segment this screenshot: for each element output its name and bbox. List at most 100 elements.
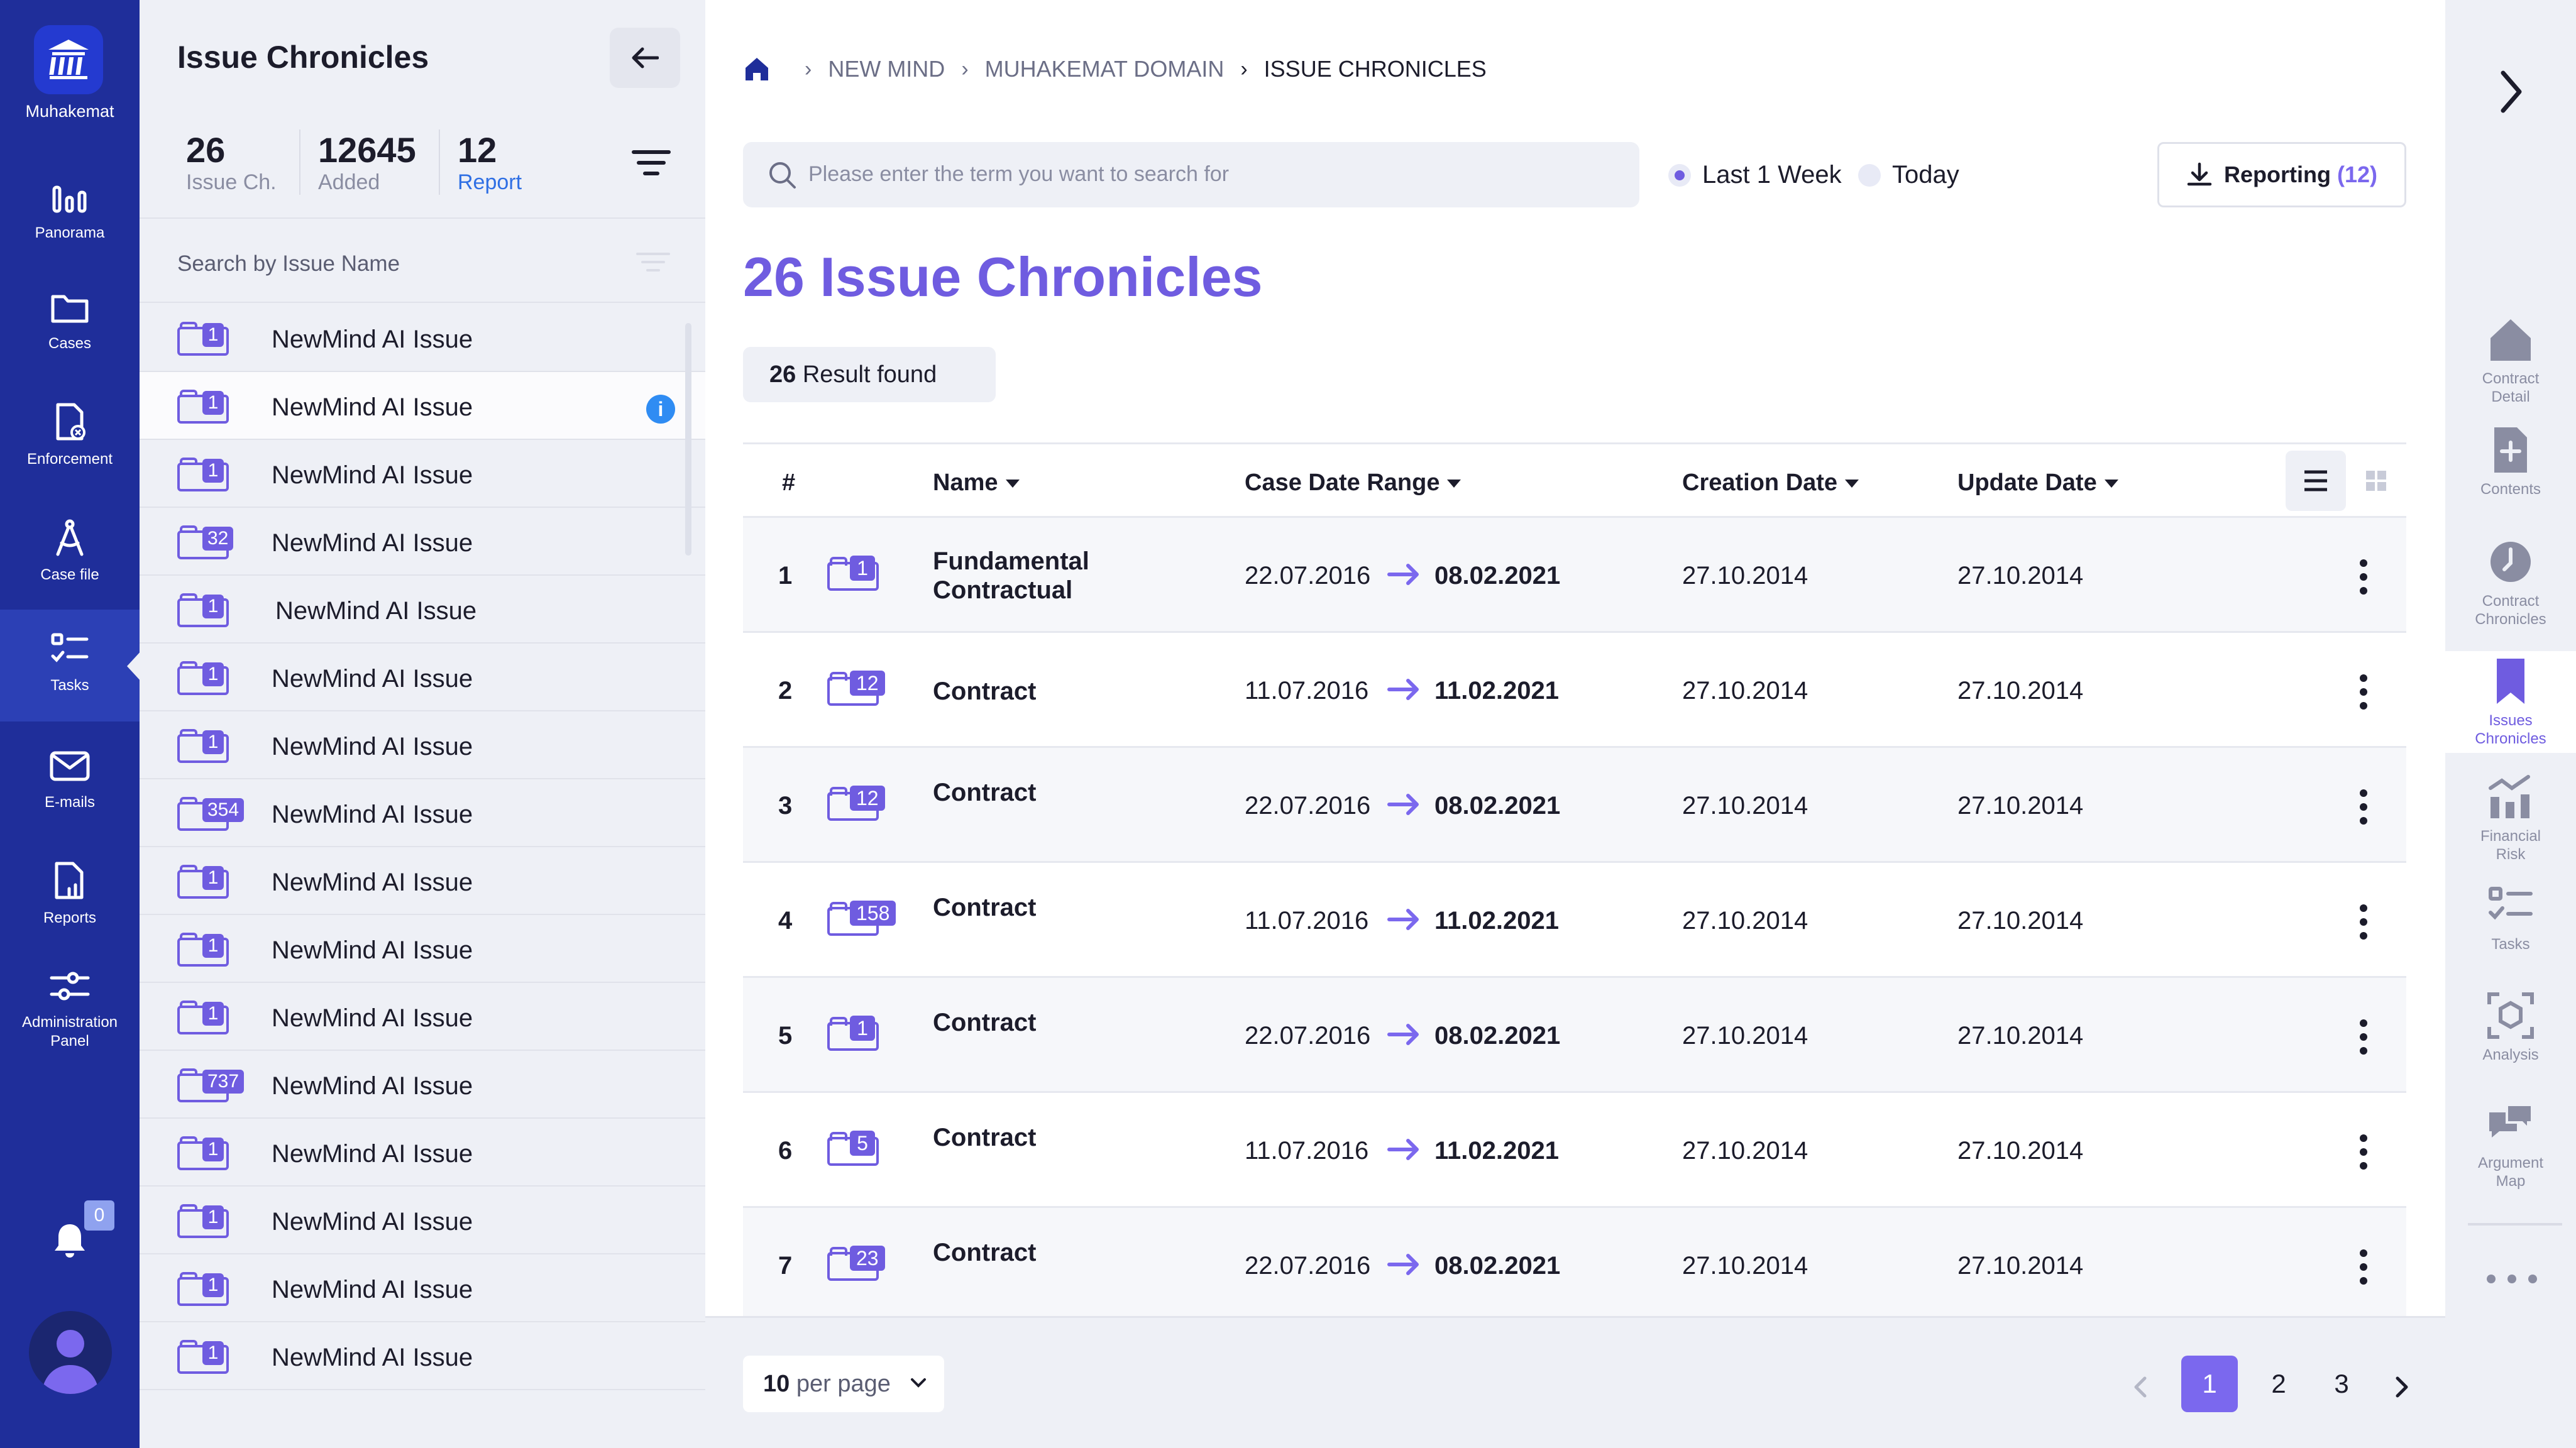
search-input[interactable]: Please enter the term you want to search…	[743, 142, 1639, 207]
rail-item-financial-risk[interactable]: Financial Risk	[2445, 772, 2576, 864]
issue-count-badge: 354	[202, 798, 245, 822]
stat-report[interactable]: 12 Report	[439, 129, 522, 195]
list-item[interactable]: 354 NewMind AI Issue	[140, 779, 705, 847]
row-name[interactable]: Contract	[933, 1124, 1037, 1151]
rail-item-contract-chronicles[interactable]: Contract Chronicles	[2445, 537, 2576, 628]
rail-item-contents[interactable]: Contents	[2445, 425, 2576, 498]
list-item[interactable]: 1 NewMind AI Issue	[140, 983, 705, 1051]
rail-item-argument-map[interactable]: Argument Map	[2445, 1099, 2576, 1190]
list-item[interactable]: 1 NewMind AI Issue	[140, 1187, 705, 1254]
reporting-button[interactable]: Reporting (12)	[2157, 142, 2406, 207]
column-header-creation-date[interactable]: Creation Date	[1682, 469, 1859, 496]
row-name[interactable]: Contract	[933, 779, 1037, 806]
page-title: 26 Issue Chronicles	[743, 246, 1263, 308]
nav-item-panorama[interactable]: Panorama	[0, 175, 140, 269]
list-item[interactable]: 1 NewMind AI Issue i	[140, 372, 705, 440]
row-menu-icon[interactable]	[2359, 1019, 2369, 1057]
nav-label: Cases	[48, 335, 92, 352]
list-item[interactable]: 1 NewMind AI Issue	[140, 304, 705, 372]
arrow-right-icon	[1387, 794, 1419, 815]
table-row[interactable]: 5 1 Contract 22.07.2016 08.02.2021 27.10…	[743, 978, 2406, 1093]
page-button[interactable]: 2	[2271, 1369, 2286, 1398]
table-row[interactable]: 3 12 Contract 22.07.2016 08.02.2021 27.1…	[743, 748, 2406, 863]
breadcrumb-item[interactable]: NEW MIND	[828, 56, 945, 82]
row-name[interactable]: Contract	[933, 1009, 1037, 1036]
list-view-button[interactable]	[2286, 451, 2346, 511]
table-row[interactable]: 2 12 Contract 11.07.2016 11.02.2021 27.1…	[743, 633, 2406, 748]
home-icon[interactable]	[743, 55, 771, 83]
rail-item-analysis[interactable]: Analysis	[2445, 990, 2576, 1064]
chevron-right-icon[interactable]	[2496, 68, 2527, 116]
table-row[interactable]: 7 23 Contract 22.07.2016 08.02.2021 27.1…	[743, 1208, 2406, 1323]
app-logo[interactable]	[34, 25, 103, 94]
list-item[interactable]: 1 NewMind AI Issue	[140, 644, 705, 711]
bell-icon[interactable]	[49, 1220, 91, 1262]
row-name[interactable]: Fundamental Contractual	[933, 547, 1089, 604]
row-menu-icon[interactable]	[2359, 904, 2369, 942]
list-item[interactable]: 1 NewMind AI Issue	[140, 440, 705, 508]
issue-count-badge: 1	[202, 1138, 224, 1161]
task-list-icon	[51, 633, 89, 662]
issue-list-scrollbar[interactable]	[685, 323, 691, 556]
column-header-name[interactable]: Name	[933, 469, 1020, 496]
issue-search-field[interactable]: Search by Issue Name	[140, 217, 705, 303]
page-button-current[interactable]: 1	[2181, 1356, 2238, 1412]
row-menu-icon[interactable]	[2359, 1249, 2369, 1287]
list-item[interactable]: 1 NewMind AI Issue	[140, 915, 705, 983]
case-date-to: 11.02.2021	[1434, 907, 1559, 935]
list-item[interactable]: 1 NewMind AI Issue	[140, 847, 705, 915]
radio-selected-icon	[1668, 163, 1691, 187]
list-item[interactable]: 1 NewMind AI Issue	[140, 1254, 705, 1322]
chevron-right-icon[interactable]	[2392, 1374, 2411, 1400]
avatar[interactable]	[29, 1311, 112, 1394]
more-options-icon[interactable]	[2487, 1275, 2537, 1293]
column-header-update-date[interactable]: Update Date	[1957, 469, 2118, 496]
row-menu-icon[interactable]	[2359, 1134, 2369, 1172]
nav-item-emails[interactable]: E-mails	[0, 744, 140, 838]
row-menu-icon[interactable]	[2359, 559, 2369, 597]
chevron-left-icon[interactable]	[2131, 1374, 2150, 1400]
breadcrumb-item[interactable]: MUHAKEMAT DOMAIN	[984, 56, 1225, 82]
row-name[interactable]: Contract	[933, 677, 1037, 705]
search-placeholder: Please enter the term you want to search…	[808, 162, 1230, 186]
table-row[interactable]: 4 158 Contract 11.07.2016 11.02.2021 27.…	[743, 863, 2406, 978]
nav-item-administration-panel[interactable]: Administration Panel	[0, 964, 140, 1058]
issue-name: NewMind AI Issue	[272, 1344, 473, 1371]
issue-count-badge: 1	[202, 662, 224, 686]
table-row[interactable]: 1 1 Fundamental Contractual 22.07.2016 0…	[743, 518, 2406, 633]
document-cancel-icon	[56, 403, 85, 441]
row-menu-icon[interactable]	[2359, 789, 2369, 827]
list-item[interactable]: 1 NewMind AI Issue	[140, 1119, 705, 1187]
mail-icon	[50, 751, 90, 781]
list-item[interactable]: 737 NewMind AI Issue	[140, 1051, 705, 1119]
nav-item-enforcement[interactable]: Enforcement	[0, 401, 140, 495]
bookmark-icon	[2497, 659, 2524, 704]
rail-item-contract-detail[interactable]: Contract Detail	[2445, 314, 2576, 406]
nav-item-reports[interactable]: Reports	[0, 860, 140, 954]
rail-item-tasks[interactable]: Tasks	[2445, 880, 2576, 953]
row-name[interactable]: Contract	[933, 894, 1037, 921]
row-name[interactable]: Contract	[933, 1239, 1037, 1266]
per-page-select[interactable]: 10 per page	[743, 1356, 944, 1412]
filter-radio-last-week[interactable]: Last 1 Week	[1668, 161, 1842, 189]
row-count-badge: 158	[850, 901, 896, 926]
filter-icon[interactable]	[631, 148, 671, 177]
nav-item-cases[interactable]: Cases	[0, 285, 140, 380]
rail-item-issues-chronicles[interactable]: Issues Chronicles	[2445, 651, 2576, 753]
nav-item-case-file[interactable]: Case file	[0, 517, 140, 611]
issue-name: NewMind AI Issue	[272, 1276, 473, 1303]
table-row[interactable]: 6 5 Contract 11.07.2016 11.02.2021 27.10…	[743, 1093, 2406, 1208]
list-item[interactable]: 1 NewMind AI Issue	[140, 711, 705, 779]
grid-view-icon[interactable]	[2359, 463, 2394, 498]
info-icon[interactable]: i	[646, 395, 675, 424]
filter-radio-today[interactable]: Today	[1858, 161, 1959, 189]
collapse-panel-button[interactable]	[610, 28, 680, 88]
list-item[interactable]: 32 NewMind AI Issue	[140, 508, 705, 576]
list-item[interactable]: 1 NewMind AI Issue	[140, 1322, 705, 1390]
column-header-case-date-range[interactable]: Case Date Range	[1245, 469, 1461, 496]
row-menu-icon[interactable]	[2359, 674, 2369, 712]
list-item[interactable]: 1 NewMind AI Issue	[140, 576, 705, 644]
page-button[interactable]: 3	[2334, 1369, 2349, 1398]
nav-item-tasks[interactable]: Tasks	[0, 610, 140, 721]
issue-name: NewMind AI Issue	[272, 393, 473, 421]
